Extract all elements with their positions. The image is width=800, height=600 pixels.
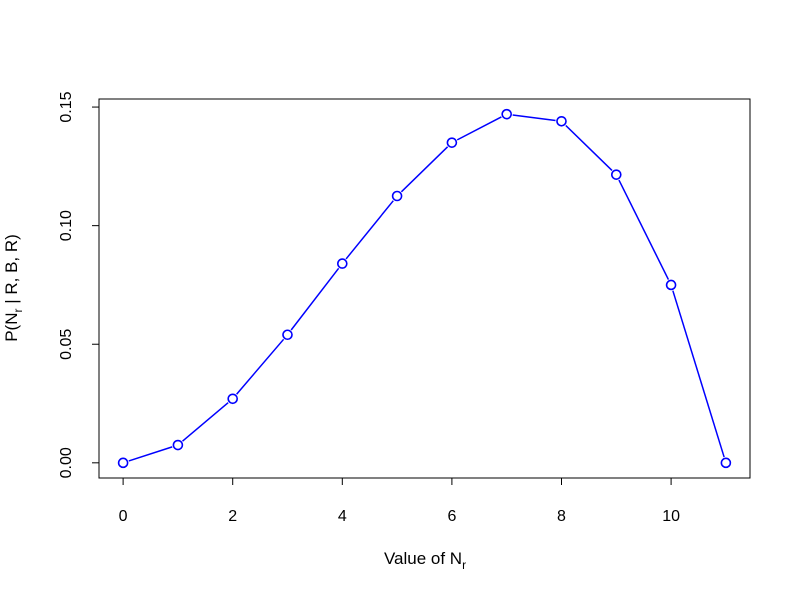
x-tick-label: 4	[338, 508, 347, 525]
data-point	[337, 258, 348, 269]
series-line-segment	[456, 116, 502, 141]
data-point	[720, 457, 732, 469]
series-line-segment	[128, 446, 173, 462]
x-tick-label: 0	[119, 508, 128, 525]
data-point	[665, 279, 677, 291]
y-axis-title: P(Nr | R, B, R)	[2, 234, 25, 342]
x-axis: 0 2 4 6 8 10	[119, 477, 680, 525]
series-line-segment	[512, 114, 556, 122]
series-line-segment	[345, 200, 394, 260]
data-point	[172, 439, 184, 451]
plot-frame	[98, 98, 751, 479]
data-point	[556, 115, 567, 127]
data-point	[501, 108, 512, 120]
data-point	[282, 329, 293, 341]
series-line-segment	[565, 124, 613, 172]
data-point	[391, 190, 403, 202]
series-line-segment	[618, 179, 670, 280]
series-layer	[117, 108, 732, 469]
x-tick-label: 6	[447, 508, 456, 525]
x-tick-label: 8	[557, 508, 566, 525]
series-line-segment	[236, 338, 285, 395]
y-tick-label: 0.05	[58, 329, 75, 360]
series-line-segment	[400, 146, 449, 193]
series-line-segment	[182, 402, 229, 442]
y-tick-label: 0.15	[58, 91, 75, 122]
y-tick-label: 0.00	[58, 447, 75, 478]
x-axis-title: Value of Nr	[384, 549, 466, 572]
data-point	[117, 457, 129, 469]
data-point	[227, 393, 239, 405]
y-axis: 0.00 0.05 0.10 0.15	[58, 91, 100, 478]
series-line-segment	[290, 267, 340, 331]
data-point	[610, 169, 622, 180]
series-line-segment	[672, 290, 725, 458]
x-tick-label: 2	[228, 508, 237, 525]
x-tick-label: 10	[662, 508, 680, 525]
data-point	[446, 137, 458, 148]
y-tick-label: 0.10	[58, 210, 75, 241]
